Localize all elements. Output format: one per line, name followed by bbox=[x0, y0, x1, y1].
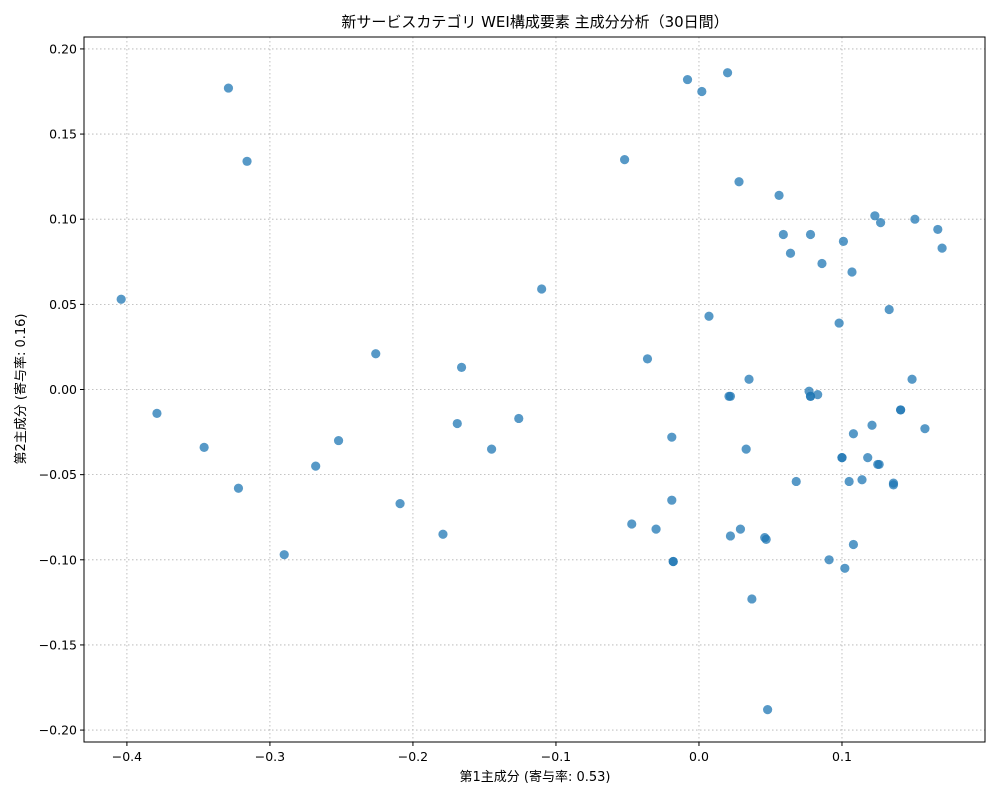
data-point bbox=[761, 534, 771, 544]
data-point bbox=[333, 435, 344, 446]
data-point bbox=[452, 418, 462, 429]
data-point bbox=[834, 318, 844, 328]
data-point bbox=[844, 476, 854, 487]
data-point bbox=[870, 211, 880, 221]
data-point bbox=[937, 243, 947, 253]
y-tick-label: 0.05 bbox=[49, 297, 77, 312]
data-point bbox=[785, 248, 796, 258]
data-point bbox=[888, 480, 899, 490]
y-tick-label: 0.10 bbox=[49, 212, 77, 227]
data-point bbox=[697, 86, 707, 97]
data-point bbox=[725, 531, 736, 541]
y-tick-label: 0.15 bbox=[49, 127, 77, 142]
y-tick-label: 0.00 bbox=[49, 382, 77, 397]
data-point bbox=[920, 424, 930, 434]
data-point bbox=[805, 229, 816, 240]
data-point bbox=[791, 476, 801, 487]
data-point bbox=[456, 362, 467, 372]
data-point bbox=[642, 354, 653, 364]
data-point bbox=[667, 432, 677, 442]
x-tick-label: −0.3 bbox=[255, 749, 285, 764]
x-tick-label: 0.0 bbox=[689, 749, 709, 764]
data-point bbox=[813, 390, 823, 400]
data-point bbox=[438, 529, 448, 539]
data-point bbox=[722, 68, 733, 78]
y-tick-label: −0.20 bbox=[39, 723, 77, 738]
data-point bbox=[847, 267, 857, 277]
data-point bbox=[242, 156, 252, 166]
data-point bbox=[116, 294, 126, 304]
data-point bbox=[395, 498, 405, 509]
data-point bbox=[907, 374, 917, 384]
y-axis: 0.20 0.15 0.10 0.05 0.00 −0.05 −0.10 −0.15 −0.20 bbox=[39, 41, 84, 738]
data-point bbox=[667, 495, 677, 505]
x-axis-label: 第1主成分 (寄与率: 0.53) bbox=[459, 769, 610, 785]
data-point bbox=[311, 461, 321, 471]
y-tick-label: −0.10 bbox=[39, 552, 77, 567]
data-point bbox=[152, 408, 162, 418]
x-tick-label: −0.2 bbox=[398, 749, 428, 764]
data-point bbox=[774, 190, 784, 200]
y-tick-label: −0.05 bbox=[39, 467, 77, 482]
grid bbox=[84, 37, 985, 742]
data-point bbox=[682, 74, 693, 85]
data-point bbox=[863, 453, 873, 463]
data-point bbox=[840, 563, 850, 573]
data-point bbox=[514, 413, 524, 424]
x-tick-label: −0.4 bbox=[112, 749, 142, 764]
data-point bbox=[817, 258, 827, 269]
data-point bbox=[741, 444, 751, 454]
y-tick-label: 0.20 bbox=[49, 41, 77, 56]
data-point bbox=[725, 391, 736, 401]
data-point bbox=[627, 519, 637, 529]
data-point bbox=[651, 524, 661, 534]
data-point bbox=[874, 459, 884, 470]
data-point bbox=[875, 218, 886, 228]
data-point bbox=[734, 177, 744, 187]
data-point bbox=[867, 420, 877, 430]
data-point bbox=[223, 83, 234, 93]
data-point bbox=[838, 236, 849, 246]
data-point bbox=[233, 483, 244, 493]
data-point bbox=[704, 311, 714, 321]
data-point bbox=[371, 349, 381, 359]
y-tick-label: −0.15 bbox=[39, 637, 77, 652]
data-point bbox=[837, 453, 847, 463]
x-tick-label: −0.1 bbox=[541, 749, 571, 764]
chart-title: 新サービスカテゴリ WEI構成要素 主成分分析（30日間） bbox=[341, 13, 728, 31]
data-point bbox=[933, 224, 943, 235]
x-axis: −0.4 −0.3 −0.2 −0.1 0.0 0.1 bbox=[112, 742, 852, 764]
data-point bbox=[744, 374, 754, 384]
data-point bbox=[620, 155, 630, 165]
data-point bbox=[896, 405, 906, 415]
data-point bbox=[537, 284, 547, 294]
data-point bbox=[279, 550, 289, 560]
data-point bbox=[778, 229, 788, 240]
data-point bbox=[668, 556, 678, 567]
data-point bbox=[884, 304, 894, 315]
data-point bbox=[747, 594, 757, 604]
data-point bbox=[857, 475, 867, 485]
data-point bbox=[486, 444, 497, 454]
data-point bbox=[199, 442, 209, 452]
x-tick-label: 0.1 bbox=[832, 749, 852, 764]
data-point bbox=[735, 524, 746, 534]
data-point bbox=[848, 539, 859, 550]
data-point bbox=[848, 429, 859, 439]
data-point bbox=[805, 391, 816, 401]
plot-area-frame bbox=[83, 36, 986, 743]
data-point bbox=[824, 555, 834, 565]
data-points bbox=[116, 68, 947, 715]
y-axis-label: 第2主成分 (寄与率: 0.16) bbox=[13, 313, 29, 464]
data-point bbox=[910, 214, 920, 224]
data-point bbox=[763, 705, 773, 715]
